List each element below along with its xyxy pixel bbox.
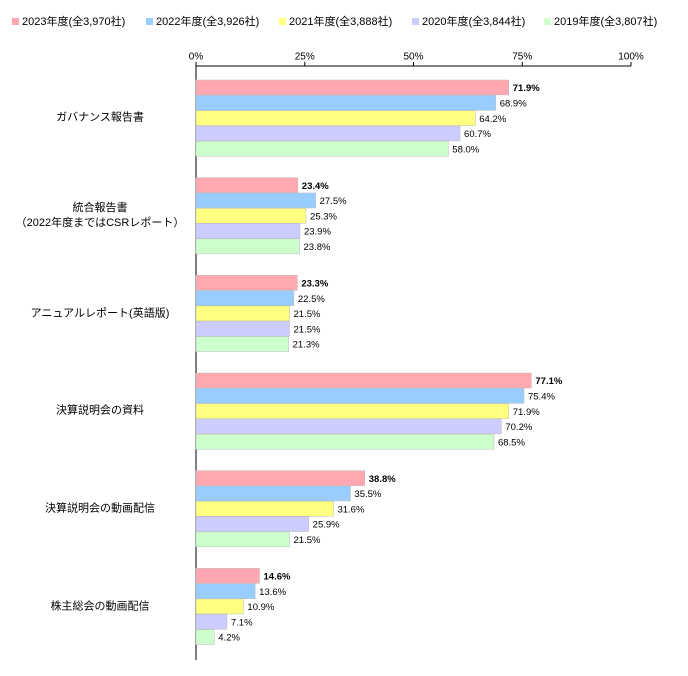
value-label: 7.1%	[231, 617, 253, 628]
bar	[195, 470, 366, 486]
value-label: 25.3%	[310, 211, 337, 222]
category-label: アニュアルレポート(英語版)	[30, 307, 170, 320]
bar	[195, 208, 307, 224]
bar	[195, 238, 300, 255]
value-label: 10.9%	[247, 602, 274, 613]
bar	[195, 433, 495, 450]
value-label: 25.9%	[313, 520, 340, 531]
legend-label: 2019年度(全3,807社)	[554, 14, 657, 28]
bar	[195, 418, 502, 435]
value-label: 21.3%	[293, 340, 320, 351]
value-label: 77.1%	[535, 376, 562, 387]
value-label: 4.2%	[218, 633, 240, 644]
bar	[195, 223, 301, 239]
value-label: 71.9%	[513, 407, 540, 418]
legend-label: 2023年度(全3,970社)	[22, 14, 125, 28]
bar	[195, 403, 510, 419]
bar	[195, 192, 316, 209]
bar	[195, 305, 290, 322]
legend-swatch	[544, 18, 551, 25]
value-label: 23.8%	[304, 242, 331, 253]
value-label: 13.6%	[259, 587, 286, 598]
value-label: 68.9%	[500, 98, 527, 109]
bar	[195, 388, 525, 404]
value-label: 64.2%	[479, 114, 506, 125]
bar	[195, 110, 476, 126]
bar	[195, 79, 510, 96]
category-label: 株主総会の動画配信	[50, 600, 150, 613]
value-label: 21.5%	[294, 324, 321, 335]
value-label: 21.5%	[294, 535, 321, 546]
bar	[195, 629, 215, 645]
bar	[195, 140, 449, 157]
legend-label: 2020年度(全3,844社)	[422, 14, 525, 28]
value-label: 21.5%	[294, 309, 321, 320]
bar	[195, 485, 351, 502]
bar	[195, 290, 295, 306]
value-label: 14.6%	[264, 571, 291, 582]
x-tick-label: 75%	[512, 52, 532, 63]
x-tick-label: 25%	[295, 52, 315, 63]
value-label: 58.0%	[452, 144, 479, 155]
category-label: 統合報告書 （2022年度まではCSRレポート）	[15, 201, 185, 229]
value-label: 31.6%	[337, 504, 364, 515]
legend-label: 2021年度(全3,888社)	[289, 14, 392, 28]
bar	[195, 320, 290, 337]
value-label: 22.5%	[298, 294, 325, 305]
category-label: ガバナンス報告書	[56, 111, 144, 124]
x-tick-label: 100%	[618, 52, 644, 63]
bar	[195, 275, 298, 291]
value-label: 70.2%	[505, 422, 532, 433]
value-label: 23.4%	[302, 181, 329, 192]
bar	[195, 125, 461, 142]
bar	[195, 501, 334, 517]
bar	[195, 568, 260, 584]
value-label: 60.7%	[464, 129, 491, 140]
value-label: 35.5%	[354, 489, 381, 500]
bar	[195, 583, 256, 599]
bar	[195, 95, 496, 111]
legend-swatch	[279, 18, 286, 25]
value-label: 23.3%	[301, 278, 328, 289]
x-tick-label: 50%	[403, 52, 423, 63]
category-label: 決算説明会の動画配信	[45, 502, 155, 515]
bar	[195, 613, 228, 630]
legend-swatch	[412, 18, 419, 25]
bar	[195, 372, 532, 389]
bar	[195, 531, 290, 548]
bar	[195, 336, 289, 352]
x-tick-label: 0%	[189, 52, 204, 63]
category-label: 決算説明会の資料	[56, 404, 144, 417]
value-label: 38.8%	[369, 474, 396, 485]
value-label: 27.5%	[320, 196, 347, 207]
legend-swatch	[146, 18, 153, 25]
value-label: 75.4%	[528, 391, 555, 402]
bar	[195, 516, 309, 532]
bar	[195, 598, 244, 615]
value-label: 23.9%	[304, 227, 331, 238]
legend-label: 2022年度(全3,926社)	[156, 14, 259, 28]
value-label: 71.9%	[513, 83, 540, 94]
value-label: 68.5%	[498, 437, 525, 448]
legend-swatch	[12, 18, 19, 25]
bar	[195, 177, 299, 193]
